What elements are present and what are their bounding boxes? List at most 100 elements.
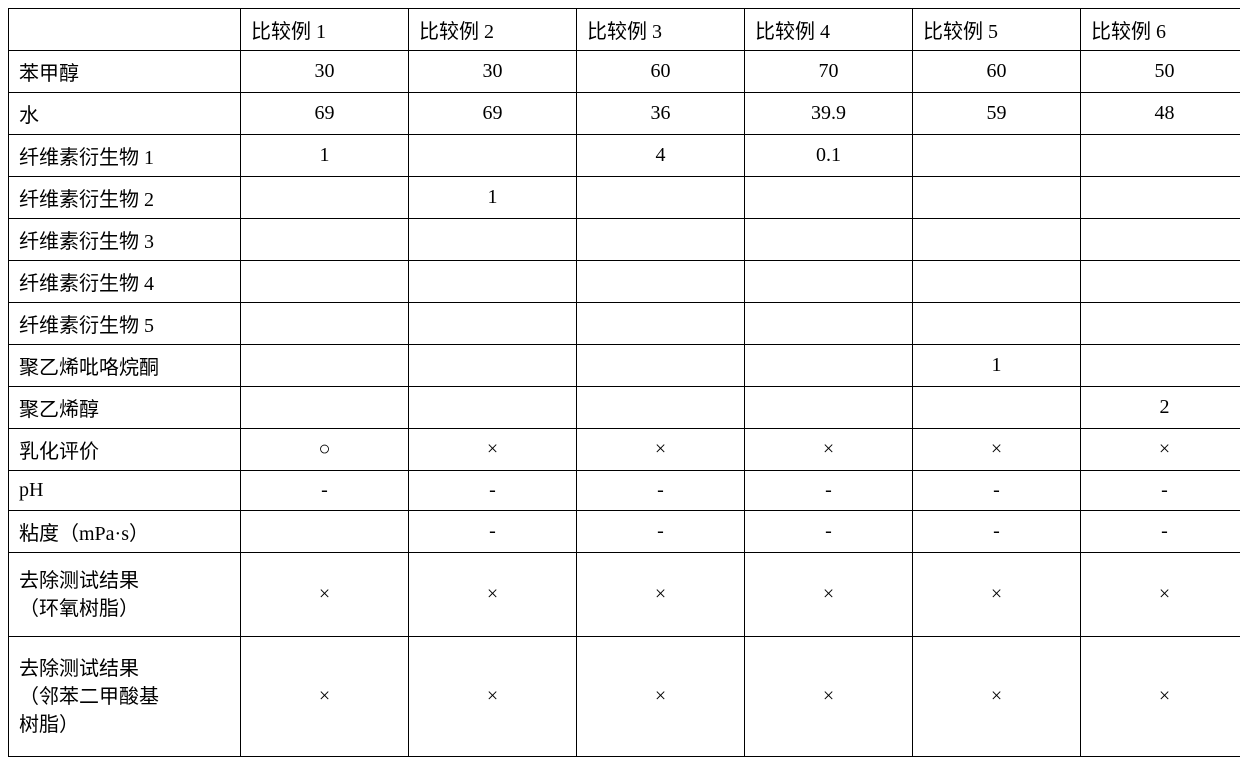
column-header: 比较例 1	[241, 9, 409, 51]
data-cell: -	[577, 471, 745, 511]
data-cell: 1	[409, 177, 577, 219]
data-cell: ×	[745, 637, 913, 757]
data-cell	[1081, 261, 1240, 303]
row-label: 纤维素衍生物 1	[9, 135, 241, 177]
data-cell: 0.1	[745, 135, 913, 177]
data-cell: 69	[409, 93, 577, 135]
data-cell: -	[1081, 511, 1240, 553]
data-cell: -	[913, 511, 1081, 553]
row-label: 水	[9, 93, 241, 135]
data-cell: ×	[409, 553, 577, 637]
data-cell: -	[241, 471, 409, 511]
data-cell: ×	[1081, 429, 1240, 471]
data-cell: ×	[913, 553, 1081, 637]
data-cell: 36	[577, 93, 745, 135]
data-cell: ×	[745, 553, 913, 637]
data-cell: ×	[409, 637, 577, 757]
data-cell: -	[577, 511, 745, 553]
data-cell: ×	[745, 429, 913, 471]
data-cell: 39.9	[745, 93, 913, 135]
data-cell	[241, 303, 409, 345]
column-header: 比较例 4	[745, 9, 913, 51]
data-cell	[1081, 345, 1240, 387]
data-cell: ×	[577, 637, 745, 757]
column-header: 比较例 6	[1081, 9, 1240, 51]
data-cell	[409, 261, 577, 303]
data-cell	[241, 511, 409, 553]
row-label: 纤维素衍生物 5	[9, 303, 241, 345]
data-cell: 50	[1081, 51, 1240, 93]
data-cell	[241, 219, 409, 261]
data-cell: -	[409, 511, 577, 553]
data-cell: ×	[409, 429, 577, 471]
row-label: 苯甲醇	[9, 51, 241, 93]
column-header: 比较例 3	[577, 9, 745, 51]
data-cell: 69	[241, 93, 409, 135]
data-cell	[913, 387, 1081, 429]
table-row: 纤维素衍生物 2 1	[9, 177, 1240, 219]
table-row: 粘度（mPa·s） - - - - -	[9, 511, 1240, 553]
row-label: 聚乙烯醇	[9, 387, 241, 429]
data-cell	[1081, 177, 1240, 219]
data-cell: ×	[913, 429, 1081, 471]
data-cell	[409, 387, 577, 429]
data-cell	[745, 303, 913, 345]
table-row: 纤维素衍生物 3	[9, 219, 1240, 261]
data-cell: 70	[745, 51, 913, 93]
data-cell: -	[913, 471, 1081, 511]
data-cell	[409, 135, 577, 177]
table-row: 水 69 69 36 39.9 59 48	[9, 93, 1240, 135]
data-cell	[577, 387, 745, 429]
table-row: 乳化评价 ○ × × × × ×	[9, 429, 1240, 471]
data-cell	[745, 261, 913, 303]
table-row: 去除测试结果（环氧树脂） × × × × × ×	[9, 553, 1240, 637]
data-cell: 60	[577, 51, 745, 93]
data-cell	[241, 177, 409, 219]
row-label: 去除测试结果（邻苯二甲酸基树脂）	[9, 637, 241, 757]
column-header: 比较例 5	[913, 9, 1081, 51]
table-row: 聚乙烯吡咯烷酮 1	[9, 345, 1240, 387]
row-label: 纤维素衍生物 2	[9, 177, 241, 219]
data-cell	[409, 345, 577, 387]
table-row: 纤维素衍生物 5	[9, 303, 1240, 345]
data-cell	[745, 177, 913, 219]
data-cell: ×	[241, 553, 409, 637]
data-cell	[577, 303, 745, 345]
data-cell	[1081, 135, 1240, 177]
data-cell	[241, 345, 409, 387]
data-cell	[913, 219, 1081, 261]
data-cell	[241, 261, 409, 303]
data-cell: 30	[409, 51, 577, 93]
data-cell: ×	[1081, 553, 1240, 637]
data-cell: 2	[1081, 387, 1240, 429]
table-header-row: 比较例 1 比较例 2 比较例 3 比较例 4 比较例 5 比较例 6	[9, 9, 1240, 51]
data-cell	[1081, 219, 1240, 261]
data-cell	[409, 303, 577, 345]
data-cell: 48	[1081, 93, 1240, 135]
data-cell	[577, 177, 745, 219]
data-cell: -	[409, 471, 577, 511]
table-row: 去除测试结果（邻苯二甲酸基树脂） × × × × × ×	[9, 637, 1240, 757]
data-cell: 1	[913, 345, 1081, 387]
row-label: 纤维素衍生物 4	[9, 261, 241, 303]
data-cell	[913, 261, 1081, 303]
data-cell: 60	[913, 51, 1081, 93]
blank-header-cell	[9, 9, 241, 51]
row-label: 纤维素衍生物 3	[9, 219, 241, 261]
data-cell	[577, 261, 745, 303]
data-cell: 1	[241, 135, 409, 177]
data-cell: ×	[577, 429, 745, 471]
table-row: 聚乙烯醇 2	[9, 387, 1240, 429]
data-cell: ×	[577, 553, 745, 637]
data-cell: ×	[913, 637, 1081, 757]
data-cell	[241, 387, 409, 429]
data-cell: -	[745, 511, 913, 553]
table-row: 纤维素衍生物 4	[9, 261, 1240, 303]
data-cell: -	[745, 471, 913, 511]
data-cell	[745, 345, 913, 387]
data-cell	[913, 135, 1081, 177]
row-label: 乳化评价	[9, 429, 241, 471]
data-cell: 59	[913, 93, 1081, 135]
data-cell	[745, 387, 913, 429]
data-cell	[577, 345, 745, 387]
